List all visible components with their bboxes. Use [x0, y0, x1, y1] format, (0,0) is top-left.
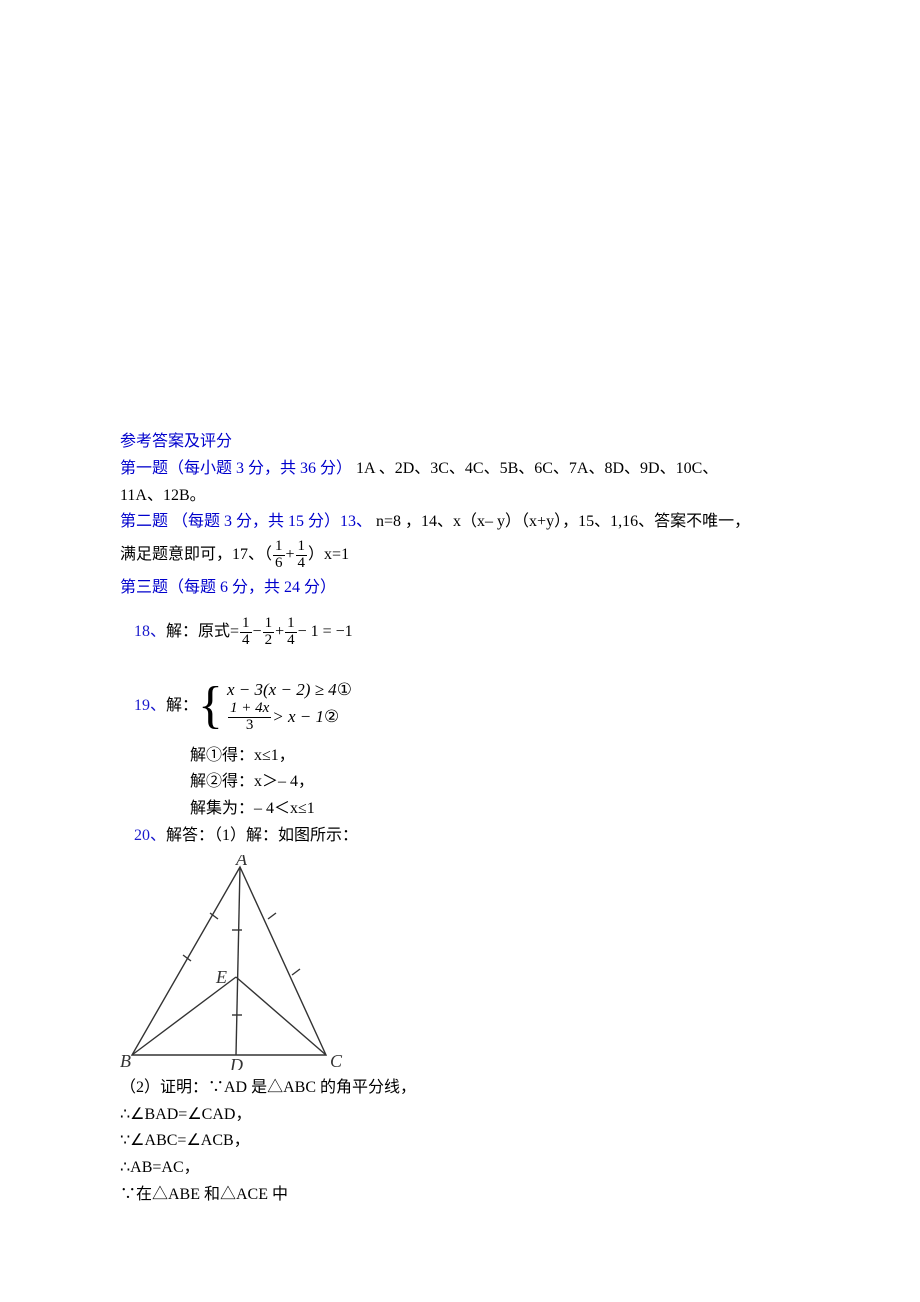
d: 4	[285, 633, 297, 649]
q19-s1: 解①得：x≤1，	[120, 744, 800, 769]
q18-num: 18、	[134, 620, 166, 645]
d: 2	[263, 633, 275, 649]
label-D: D	[229, 1055, 243, 1070]
q19-system: { x − 3(x − 2) ≥ 4 ① 1 + 4x 3 > x − 1 ②	[198, 679, 352, 734]
d: 3	[228, 718, 271, 734]
spacer	[120, 602, 800, 612]
document-page: 参考答案及评分 第一题（每小题 3 分，共 36 分） 1A 、2D、3C、4C…	[0, 0, 920, 1270]
section3-label: 第三题（每题 6 分，共 24 分）	[120, 576, 800, 601]
frac-num: 1	[296, 539, 308, 556]
proof-l4: ∴AB=AC，	[120, 1156, 800, 1181]
section1-tail: 11A、12B。	[120, 484, 800, 509]
circ2: ②	[324, 706, 339, 728]
section1-line1: 第一题（每小题 3 分，共 36 分） 1A 、2D、3C、4C、5B、6C、7…	[120, 457, 800, 482]
q18-f3: 1 4	[285, 616, 297, 649]
section2-a13: n=8 ，14、x（x– y）（x+y），15、1,16、答案不唯一，	[372, 513, 750, 530]
q18-pre: 解：原式=	[166, 620, 239, 645]
n: 1	[263, 616, 275, 633]
proof-l5: ∵在△ABE 和△ACE 中	[120, 1183, 800, 1208]
sys-row2: 1 + 4x 3 > x − 1 ②	[227, 701, 352, 734]
q18-line: 18、 解：原式= 1 4 − 1 2 + 1 4 − 1 = −1	[120, 616, 800, 649]
label-E: E	[215, 967, 227, 987]
label-A: A	[235, 855, 248, 869]
section2-label: 第二题 （每题 3 分，共 15 分）13、	[120, 513, 372, 530]
proof-l3: ∵∠ABC=∠ACB，	[120, 1129, 800, 1154]
q20-pre: 解答：（1）解：如图所示：	[166, 827, 358, 844]
q20-num: 20、	[134, 827, 166, 844]
section2-line2: 满足题意即可，17、（ 1 6 + 1 4 ）x=1	[120, 539, 800, 572]
section1-answers: 1A 、2D、3C、4C、5B、6C、7A、8D、9D、10C、	[352, 460, 718, 477]
q19-pre: 解：	[166, 694, 198, 719]
frac-1-4: 1 4	[296, 539, 308, 572]
q20-line: 20、解答：（1）解：如图所示：	[120, 824, 800, 849]
n: 1	[240, 616, 252, 633]
q19-s3: 解集为：– 4＜x≤1	[120, 797, 800, 822]
frac-den: 4	[296, 556, 308, 572]
label-B: B	[120, 1051, 131, 1070]
plus-sign: +	[286, 543, 295, 568]
frac-1-6: 1 6	[273, 539, 285, 572]
frac-num: 1	[273, 539, 285, 556]
sys-row1: x − 3(x − 2) ≥ 4 ①	[227, 679, 352, 701]
row2-rest: > x − 1	[272, 706, 324, 728]
n: 1	[285, 616, 297, 633]
q19-s2: 解②得：x＞– 4，	[120, 770, 800, 795]
proof-l1: （2）证明：∵AD 是△ABC 的角平分线，	[120, 1076, 800, 1101]
s2-pre: 满足题意即可，17、（	[120, 543, 272, 568]
frac-den: 6	[273, 556, 285, 572]
m2: +	[275, 620, 284, 645]
q18-f1: 1 4	[240, 616, 252, 649]
section1-label: 第一题（每小题 3 分，共 36 分）	[120, 460, 352, 477]
q19-line: 19、 解： { x − 3(x − 2) ≥ 4 ① 1 + 4x 3 > x…	[120, 673, 800, 740]
s2-post: ）x=1	[308, 543, 349, 568]
brace-icon: {	[198, 680, 223, 732]
header-title: 参考答案及评分	[120, 430, 800, 455]
proof-l2: ∴∠BAD=∠CAD，	[120, 1103, 800, 1128]
m3: − 1 = −1	[298, 620, 353, 645]
n: 1 + 4x	[228, 701, 271, 718]
section2-line1: 第二题 （每题 3 分，共 15 分）13、 n=8 ，14、x（x– y）（x…	[120, 510, 800, 535]
q19-num: 19、	[134, 694, 166, 719]
m1: −	[253, 620, 262, 645]
spacer	[120, 653, 800, 669]
d: 4	[240, 633, 252, 649]
circ1: ①	[337, 679, 352, 701]
label-C: C	[330, 1051, 343, 1070]
row2-frac: 1 + 4x 3	[228, 701, 271, 734]
system-body: x − 3(x − 2) ≥ 4 ① 1 + 4x 3 > x − 1 ②	[227, 679, 352, 734]
q18-f2: 1 2	[263, 616, 275, 649]
triangle-diagram: A B C D E	[120, 855, 350, 1070]
row1-expr: x − 3(x − 2) ≥ 4	[227, 679, 337, 701]
